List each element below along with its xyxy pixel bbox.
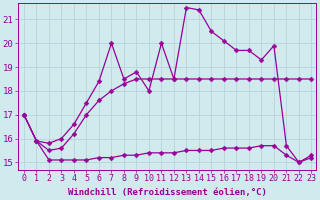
X-axis label: Windchill (Refroidissement éolien,°C): Windchill (Refroidissement éolien,°C) <box>68 188 267 197</box>
